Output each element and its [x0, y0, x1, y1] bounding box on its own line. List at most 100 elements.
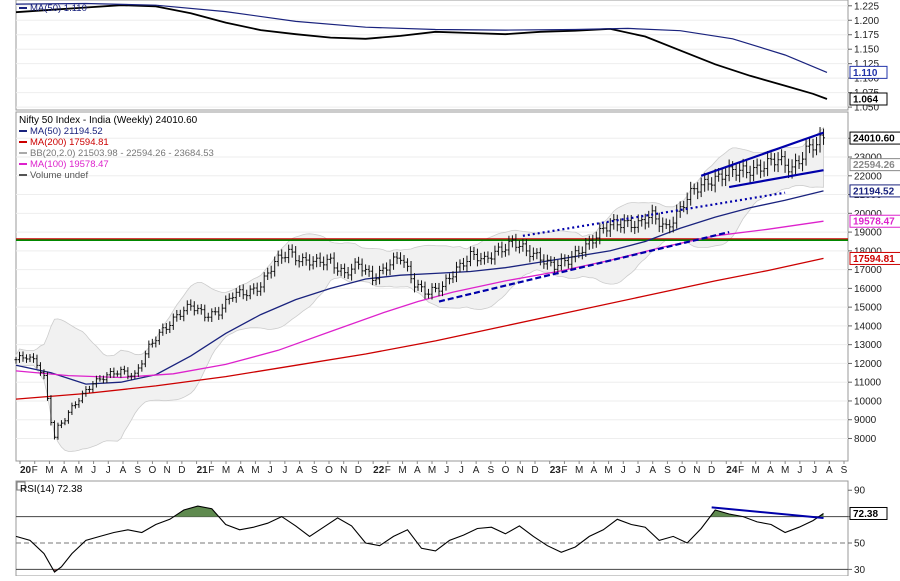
main-panel-tick-label: 13000: [854, 340, 882, 351]
rsi-panel: 90705030: [15, 480, 866, 577]
x-axis-month-label: D: [355, 465, 362, 476]
rsi-trendline: [711, 506, 824, 519]
x-axis-year-label: 20: [20, 465, 32, 476]
x-axis-month-label: D: [531, 465, 538, 476]
rsi-line: [15, 505, 824, 573]
main-panel-price-flag-box: [849, 184, 900, 198]
x-axis-year-label: 23: [550, 465, 562, 476]
rsi-title: RSI(14) 72.38: [20, 484, 83, 495]
main-panel-price-flag-label: 22594.26: [853, 160, 895, 171]
main-panel-legend-label: MA(200) 17594.81: [30, 137, 109, 148]
x-axis-month-label: S: [841, 465, 848, 476]
x-axis-month-label: F: [208, 465, 214, 476]
x-axis-month-label: J: [812, 465, 817, 476]
top-panel-tick-label: 1.200: [854, 16, 879, 27]
ma200-line: [15, 257, 824, 400]
top-panel-price-flag-box: [849, 65, 888, 79]
trendline-1: [700, 131, 824, 177]
rsi-panel-collapse-box: [16, 481, 26, 491]
main-panel-tick-label: 16000: [854, 284, 882, 295]
x-axis-month-label: A: [414, 465, 421, 476]
top-panel-legend-label: MA(50) 1.110: [30, 3, 87, 14]
main-panel-tick-label: 22000: [854, 171, 882, 182]
x-axis-month-label: A: [61, 465, 68, 476]
x-axis-month-label: O: [502, 465, 510, 476]
x-axis-month-label: A: [473, 465, 480, 476]
main-panel-tick-label: 10000: [854, 396, 882, 407]
main-panel-price-flag-label: 17594.81: [853, 254, 895, 265]
main-panel-price-flag-label: 24010.60: [853, 134, 895, 145]
x-axis-year-label: 21: [197, 465, 209, 476]
bollinger-band-area: [15, 126, 824, 452]
x-axis-month-label: A: [591, 465, 598, 476]
rsi-panel-tick-label: 90: [854, 486, 866, 497]
top-panel-tick-label: 1.225: [854, 1, 879, 12]
x-axis-month-label: A: [237, 465, 244, 476]
main-panel-price-flag-box: [849, 131, 900, 145]
x-axis-month-label: N: [693, 465, 700, 476]
x-axis-month-label: J: [268, 465, 273, 476]
top-panel-ratio-line: [15, 4, 828, 100]
x-axis-month-label: O: [678, 465, 686, 476]
main-panel-tick-label: 15000: [854, 303, 882, 314]
rsi-panel-price-flag-box: [849, 506, 888, 520]
main-panel-price-flag-box: [849, 251, 900, 265]
chart-content: [14, 2, 848, 573]
main-panel-price-flag-label: 21194.52: [853, 186, 895, 197]
chart-labels: 1.110 1.064 MA(50) 1.110 Nifty 50 Index - I…: [16, 3, 900, 520]
x-axis: 20 F M A M J J A S O N D 21 F M A M J J A S O N D 22 F M A M J J A S O N D 2…: [16, 460, 848, 476]
x-axis-month-label: F: [385, 465, 391, 476]
x-axis-month-label: M: [45, 465, 53, 476]
x-axis-month-label: S: [134, 465, 141, 476]
main-chart-title: Nifty 50 Index - India (Weekly) 24010.60: [19, 115, 198, 126]
x-axis-month-label: D: [708, 465, 715, 476]
x-axis-month-label: A: [296, 465, 303, 476]
x-axis-month-label: J: [444, 465, 449, 476]
main-panel-tick-label: 9000: [854, 415, 877, 426]
main-panel-price-flag-box: [849, 214, 900, 228]
top-panel-tick-label: 1.175: [854, 30, 879, 41]
top-panel-tick-label: 1.125: [854, 59, 879, 70]
x-axis-month-label: J: [797, 465, 802, 476]
x-axis-month-label: J: [621, 465, 626, 476]
trendline-4: [438, 231, 730, 303]
rsi-overbought-fill: [173, 506, 219, 517]
x-axis-month-label: M: [428, 465, 436, 476]
x-axis-month-label: M: [398, 465, 406, 476]
x-axis-month-label: S: [488, 465, 495, 476]
main-panel-legend-label: MA(50) 21194.52: [30, 126, 103, 137]
main-panel-tick-label: 11000: [854, 378, 882, 389]
x-axis-month-label: M: [222, 465, 230, 476]
main-panel-legend-label: BB(20,2.0) 21503.98 - 22594.26 - 23684.5…: [30, 148, 214, 159]
x-axis-month-label: A: [826, 465, 833, 476]
x-axis-month-label: M: [75, 465, 83, 476]
top-panel-border: [15, 0, 849, 111]
x-axis-month-label: M: [251, 465, 259, 476]
x-axis-year-label: 22: [373, 465, 385, 476]
x-axis-month-label: F: [561, 465, 567, 476]
x-axis-month-label: A: [649, 465, 656, 476]
main-panel-tick-label: 17000: [854, 265, 882, 276]
main-panel-tick-label: 23000: [854, 153, 882, 164]
x-axis-month-label: J: [282, 465, 287, 476]
main-panel-tick-label: 12000: [854, 359, 882, 370]
main-panel-tick-label: 8000: [854, 434, 877, 445]
top-panel-tick-label: 1.150: [854, 45, 879, 56]
x-axis-month-label: M: [752, 465, 760, 476]
main-panel-legend-label: MA(100) 19578.47: [30, 159, 109, 170]
x-axis-month-label: D: [178, 465, 185, 476]
x-axis-month-label: J: [459, 465, 464, 476]
x-axis-month-label: N: [340, 465, 347, 476]
top-panel-tick-label: 1.050: [854, 103, 879, 114]
x-axis-month-label: N: [164, 465, 171, 476]
rsi-panel-border: [15, 480, 849, 577]
rsi-panel-price-flag-label: 72.38: [853, 509, 878, 520]
x-axis-month-label: S: [664, 465, 671, 476]
x-axis-month-label: A: [120, 465, 127, 476]
rsi-panel-tick-label: 30: [854, 565, 866, 576]
x-axis-month-label: M: [781, 465, 789, 476]
x-axis-month-label: O: [149, 465, 157, 476]
top-panel-price-flag-label: 1.110: [853, 68, 878, 79]
